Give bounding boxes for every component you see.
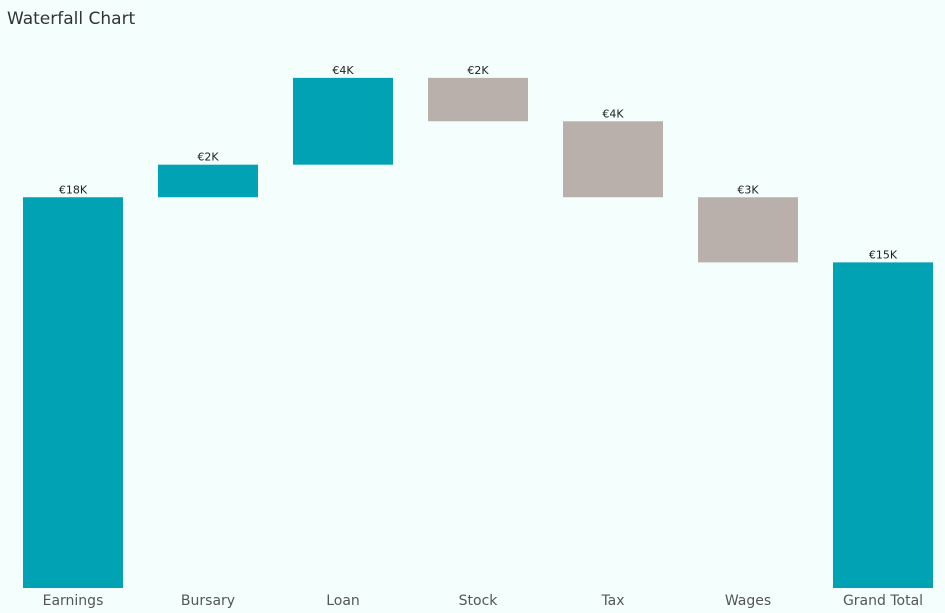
bar (428, 77, 528, 122)
bar (698, 197, 798, 263)
x-tick-label: Earnings (43, 593, 104, 609)
bar (833, 262, 933, 588)
bar (293, 77, 393, 165)
x-tick-label: Bursary (181, 593, 235, 609)
chart-title: Waterfall Chart (7, 9, 136, 29)
x-tick-label: Grand Total (843, 593, 923, 609)
value-label: €3K (737, 183, 759, 196)
bar (563, 121, 663, 198)
x-tick-label: Tax (600, 593, 624, 609)
bar (23, 197, 123, 588)
value-label: €4K (332, 64, 354, 77)
value-label: €2K (467, 64, 489, 77)
x-tick-label: Wages (725, 593, 771, 609)
bar (158, 164, 258, 198)
value-label: €2K (197, 151, 219, 164)
value-label: €18K (59, 183, 88, 196)
value-label: €4K (602, 107, 624, 120)
x-tick-label: Loan (326, 593, 360, 609)
x-tick-label: Stock (459, 593, 499, 609)
value-label: €15K (869, 248, 898, 261)
